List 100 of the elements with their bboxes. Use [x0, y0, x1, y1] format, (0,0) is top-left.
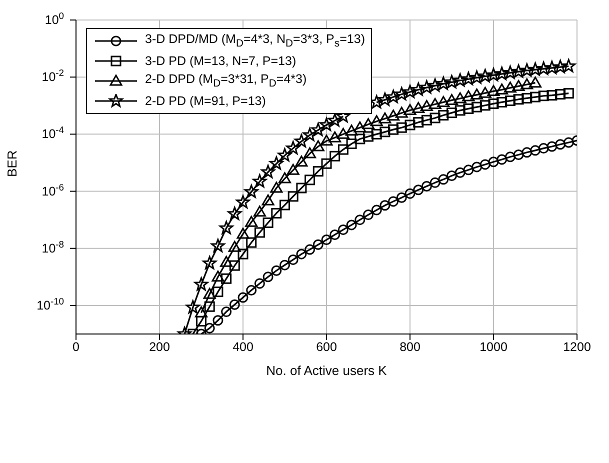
legend-label: 2-D PD (M=91, P=13)	[145, 94, 266, 108]
point	[346, 138, 357, 150]
point	[296, 182, 307, 194]
point	[321, 158, 332, 169]
point	[563, 137, 574, 148]
point	[478, 69, 492, 82]
point	[270, 182, 283, 193]
point	[380, 200, 390, 211]
point	[220, 256, 233, 267]
y-tick-label: 10$^{-6}$	[42, 182, 64, 198]
point	[472, 162, 482, 172]
point	[487, 84, 500, 96]
point	[420, 80, 434, 94]
point	[420, 100, 433, 112]
point	[438, 174, 449, 185]
x-tick-label: 400	[232, 340, 254, 354]
y-tick-label: 10$^{0}$	[44, 11, 64, 27]
point	[312, 140, 324, 152]
point	[430, 112, 440, 124]
point	[204, 322, 215, 334]
point	[446, 108, 457, 118]
y-tick-label: 10$^{-10}$	[36, 296, 64, 312]
point	[513, 94, 524, 105]
point	[330, 229, 340, 240]
point	[546, 141, 558, 152]
point	[304, 244, 316, 255]
point	[488, 156, 499, 168]
point	[454, 105, 466, 116]
point	[338, 144, 348, 155]
point	[262, 194, 274, 206]
point	[513, 150, 524, 160]
x-tick-label: 1000	[480, 340, 508, 354]
point	[421, 180, 432, 192]
point	[380, 126, 390, 138]
point	[354, 134, 366, 144]
point	[204, 301, 215, 312]
point	[412, 102, 425, 113]
x-tick-label: 1200	[563, 340, 591, 354]
point	[428, 98, 442, 109]
point	[496, 84, 508, 95]
point	[494, 66, 509, 80]
point	[413, 117, 424, 128]
point	[470, 70, 484, 84]
point	[196, 316, 206, 326]
point	[404, 120, 416, 130]
point	[261, 164, 275, 178]
point	[221, 273, 232, 284]
point	[228, 240, 241, 252]
y-tick-label: 10$^{-8}$	[42, 239, 64, 256]
point	[538, 143, 549, 154]
point	[512, 80, 525, 91]
point	[486, 68, 500, 82]
point	[238, 248, 248, 260]
x-tick-label: 800	[400, 340, 420, 354]
point	[411, 82, 426, 96]
point	[453, 73, 468, 86]
point	[212, 286, 224, 298]
point	[528, 62, 542, 76]
point	[563, 88, 574, 99]
point	[436, 76, 450, 90]
point	[503, 66, 518, 79]
point	[269, 156, 284, 170]
point	[437, 96, 450, 107]
point	[280, 260, 290, 270]
point	[262, 217, 274, 228]
point	[296, 248, 307, 260]
point	[236, 228, 250, 239]
point	[536, 62, 551, 75]
point	[413, 184, 424, 196]
point	[388, 196, 399, 207]
point	[271, 265, 282, 276]
point	[496, 154, 508, 165]
point	[354, 121, 366, 132]
point	[362, 118, 374, 130]
point	[378, 92, 392, 106]
legend-label: 3-D DPD/MD (M$_{D}$=4*3, N$_{D}$=3*3, P$_{s}$=13)	[145, 32, 365, 50]
point	[504, 82, 516, 93]
point	[246, 237, 257, 248]
point	[302, 128, 317, 142]
point	[336, 128, 350, 139]
point	[363, 131, 374, 142]
point	[346, 220, 357, 230]
point	[238, 292, 248, 303]
point	[504, 152, 516, 162]
point	[186, 300, 200, 314]
point	[472, 102, 482, 112]
point	[522, 92, 532, 104]
point	[278, 172, 291, 184]
point	[553, 60, 568, 74]
point	[212, 270, 224, 282]
point	[244, 184, 258, 198]
point	[338, 224, 348, 235]
point	[463, 164, 474, 176]
point	[320, 134, 333, 146]
point	[304, 147, 316, 158]
point	[294, 134, 308, 148]
point	[421, 114, 432, 126]
point	[454, 92, 466, 104]
point	[446, 94, 458, 105]
point	[312, 166, 324, 177]
